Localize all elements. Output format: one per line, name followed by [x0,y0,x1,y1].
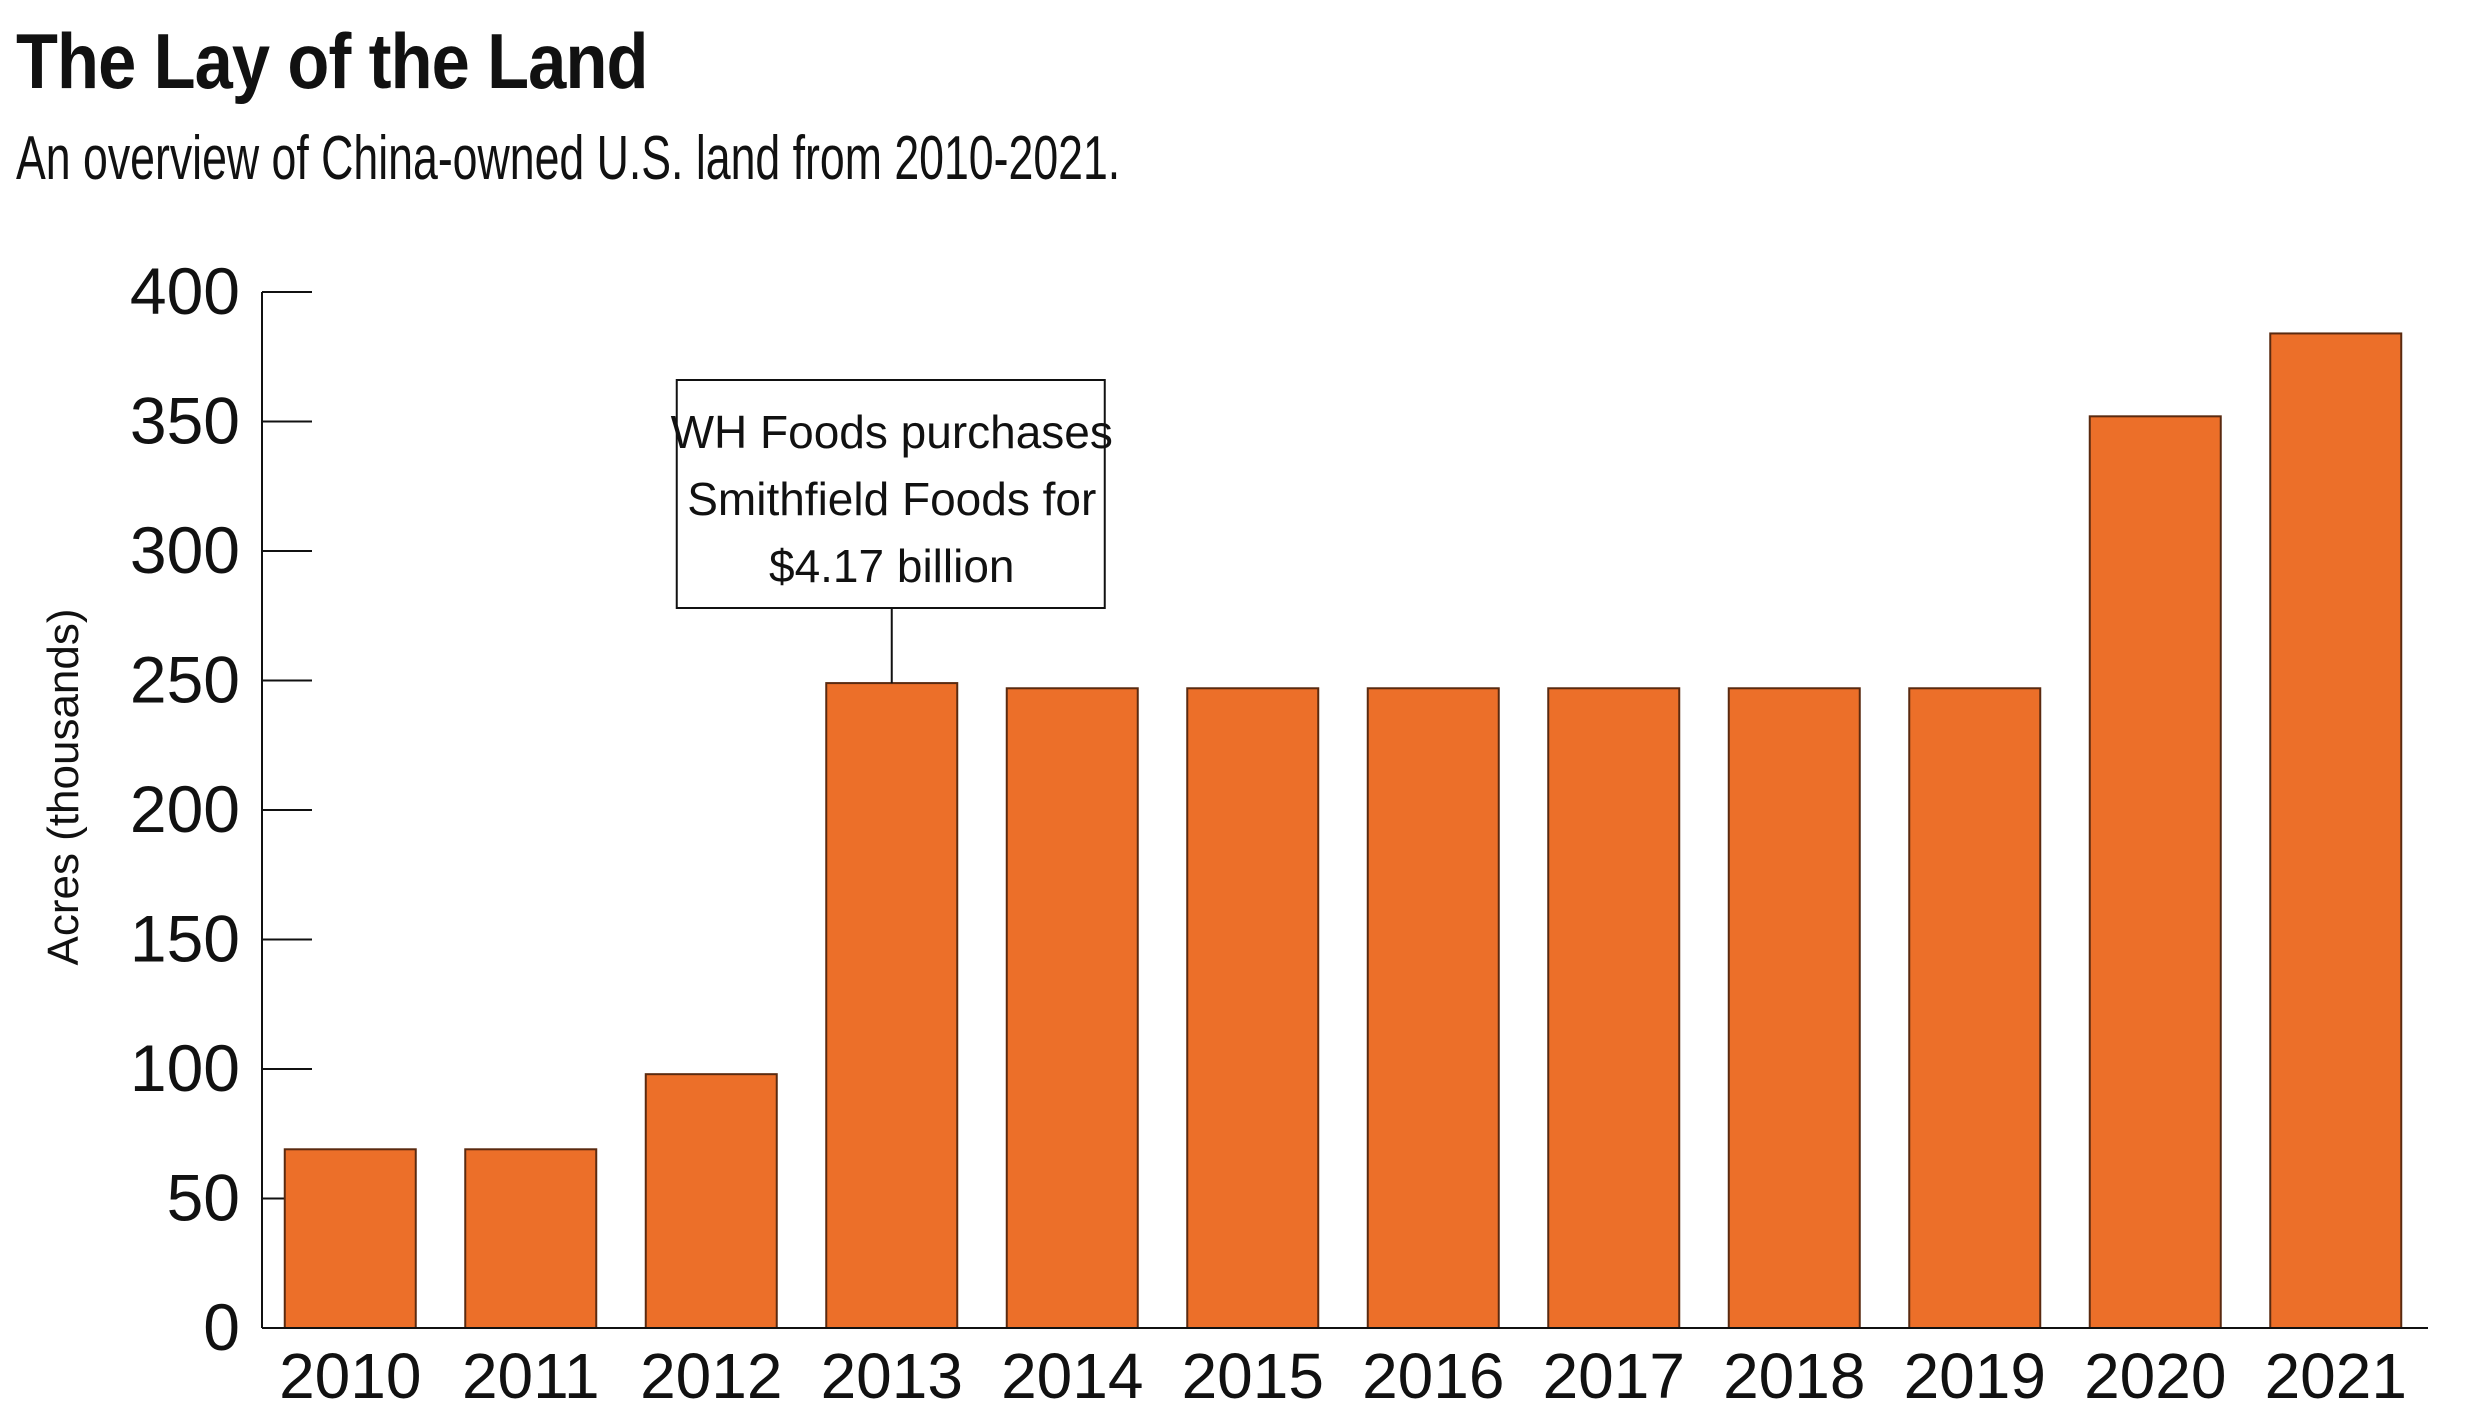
y-tick-label: 0 [203,1290,240,1364]
y-tick-label: 250 [130,643,240,717]
y-axis: 0 50 100 150 200 250 300 350 400 [130,254,312,1364]
x-tick-label: 2018 [1723,1340,1865,1402]
bar-2017 [1547,687,1681,1329]
y-tick-label: 300 [130,513,240,587]
annotations: WH Foods purchases Smithfield Foods for $4… [671,379,1113,684]
chart-subtitle: An overview of China-owned U.S. land fro… [16,124,1121,193]
x-tick-label: 2011 [462,1340,600,1402]
x-tick-label: 2013 [821,1340,963,1402]
bar-2013 [825,682,959,1329]
bars [283,332,2403,1330]
bar-2010 [283,1148,417,1330]
annotation-text: $4.17 billion [769,540,1015,592]
bar-2016 [1366,687,1500,1329]
y-tick-label: 400 [130,254,240,328]
annotation-text: Smithfield Foods for [687,473,1096,525]
x-tick-label: 2019 [1904,1340,2046,1402]
y-tick-label: 50 [167,1161,240,1235]
x-tick-label: 2020 [2084,1340,2226,1402]
y-axis-label: Acres (thousands) [39,608,88,965]
y-tick-label: 100 [130,1031,240,1105]
bar-2018 [1727,687,1861,1329]
x-tick-label: 2015 [1182,1340,1324,1402]
annotation-box [675,379,1106,609]
x-tick-label: 2021 [2265,1340,2407,1402]
x-tick-label: 2010 [279,1340,421,1402]
y-tick-label: 350 [130,384,240,458]
bar-2011 [464,1148,598,1330]
bar-2015 [1186,687,1320,1329]
bar-2021 [2269,332,2403,1329]
bar-2012 [644,1073,778,1330]
annotation-text: WH Foods purchases [671,406,1113,458]
bar-2014 [1005,687,1139,1329]
y-tick-label: 150 [130,902,240,976]
y-tick-label: 200 [130,772,240,846]
x-tick-label: 2012 [640,1340,782,1402]
chart-title: The Lay of the Land [16,17,648,105]
x-axis: 2010 2011 2012 2013 2014 2015 2016 2017 2018 2019… [262,1327,2428,1402]
x-tick-label: 2016 [1362,1340,1504,1402]
x-tick-label: 2014 [1001,1340,1143,1402]
bar-2020 [2088,415,2222,1329]
bar-2019 [1908,687,2042,1329]
x-tick-label: 2017 [1543,1340,1685,1402]
